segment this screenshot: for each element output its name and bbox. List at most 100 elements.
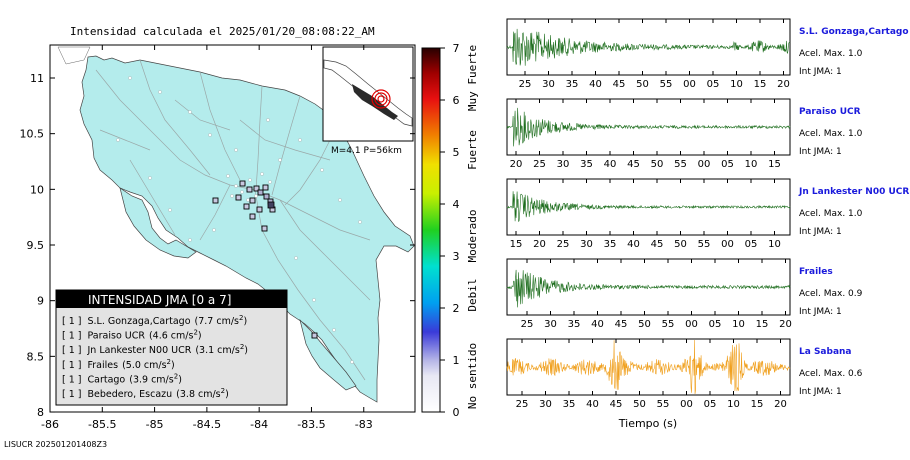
waveform-tick-label: 15 bbox=[754, 79, 767, 90]
waveform-tick-label: 20 bbox=[510, 159, 523, 170]
lat-tick-label: 10.5 bbox=[20, 128, 45, 141]
waveform-tick-label: 10 bbox=[727, 399, 740, 410]
waveform-tick-label: 50 bbox=[636, 79, 649, 90]
lon-tick-label: -83 bbox=[355, 418, 373, 431]
station-acel-max: Acel. Max. 0.9 bbox=[799, 289, 863, 299]
legend-row-bracket: [ 1 ] bbox=[62, 345, 82, 356]
legend-row-value: (3.1 cm/s bbox=[195, 345, 240, 356]
inset-map bbox=[322, 46, 414, 142]
lat-tick-label: 10 bbox=[30, 183, 44, 196]
waveform-tick-label: 15 bbox=[768, 159, 781, 170]
legend-row-sup: 2 bbox=[239, 314, 243, 322]
legend-header: INTENSIDAD JMA [0 a 7] bbox=[88, 293, 231, 307]
waveform-panel: 25 30 35 40 45 50 55 00 05 10 15 20 S.L. Gonzaga,Car… bbox=[506, 18, 909, 90]
waveform-frame bbox=[506, 98, 791, 156]
legend-row-close: ) bbox=[178, 374, 182, 385]
waveform-trace bbox=[506, 269, 791, 308]
waveform-tick-label: 15 bbox=[756, 319, 769, 330]
waveform-tick-label: 40 bbox=[589, 79, 602, 90]
legend-row-bracket: [ 1 ] bbox=[62, 360, 82, 371]
station-markers bbox=[212, 180, 318, 339]
waveform-trace bbox=[506, 191, 791, 223]
waveform-trace bbox=[506, 339, 791, 395]
legend-rows: [ 1 ] S.L. Gonzaga,Cartago (7.7 cm/s2)[ 1 … bbox=[62, 314, 248, 400]
legend-row-sup: 2 bbox=[221, 387, 225, 395]
waveform-tick-label: 25 bbox=[519, 79, 532, 90]
waveform-tick-label: 15 bbox=[510, 239, 523, 250]
waveform-tick-label: 20 bbox=[777, 79, 790, 90]
town-markers bbox=[116, 76, 362, 364]
waveform-tick-label: 30 bbox=[557, 159, 570, 170]
legend-row: [ 1 ] Paraiso UCR (4.6 cm/s2) bbox=[62, 329, 202, 342]
lon-tick-label: -83.5 bbox=[297, 418, 325, 431]
legend-row-station: S.L. Gonzaga,Cartago bbox=[88, 316, 191, 327]
station-acel-max: Acel. Max. 1.0 bbox=[799, 209, 863, 219]
waveform-tick-label: 05 bbox=[745, 239, 758, 250]
lat-tick-label: 8.5 bbox=[27, 350, 45, 363]
waveform-tick-label: 00 bbox=[680, 399, 693, 410]
colorbar-tick-label: 1 bbox=[453, 354, 460, 367]
legend-row: [ 1 ] Frailes (5.0 cm/s2) bbox=[62, 358, 175, 371]
legend-row-bracket: [ 1 ] bbox=[62, 374, 82, 385]
lon-tick-label: -85 bbox=[146, 418, 164, 431]
waveform-tick-label: 20 bbox=[779, 319, 792, 330]
waveform-tick-label: 30 bbox=[542, 79, 555, 90]
waveform-tick-label: 40 bbox=[586, 399, 599, 410]
legend-row-station: Bebedero, Escazu bbox=[88, 389, 173, 400]
waveform-tick-label: 40 bbox=[627, 239, 640, 250]
map-panel: M=4.1 P=56km INTENSIDAD JMA [0 a 7] [ 1 … bbox=[20, 44, 416, 431]
station-acel-max: Acel. Max. 1.0 bbox=[799, 129, 863, 139]
waveform-trace bbox=[506, 28, 791, 66]
legend-row: [ 1 ] Jn Lankester N00 UCR (3.1 cm/s2) bbox=[62, 343, 248, 356]
waveform-panels: 25 30 35 40 45 50 55 00 05 10 15 20 S.L. Gonzaga,Car… bbox=[506, 18, 909, 410]
legend-row-station: Paraiso UCR bbox=[88, 331, 146, 342]
waveform-tick-label: 35 bbox=[568, 319, 581, 330]
waveform-tick-label: 10 bbox=[732, 319, 745, 330]
legend-row: [ 1 ] Bebedero, Escazu (3.8 cm/s2) bbox=[62, 387, 229, 400]
waveform-tick-label: 35 bbox=[604, 239, 617, 250]
waveform-tick-label: 55 bbox=[674, 159, 687, 170]
colorbar-tick-label: 5 bbox=[453, 146, 460, 159]
waveform-tick-label: 50 bbox=[651, 159, 664, 170]
colorbar-tick-label: 7 bbox=[453, 42, 460, 55]
lat-tick-label: 9.5 bbox=[27, 239, 45, 252]
waveform-tick-label: 35 bbox=[566, 79, 579, 90]
costa-rica-land bbox=[79, 55, 415, 403]
legend-row-value: (3.8 cm/s bbox=[176, 389, 221, 400]
legend-row-value: (3.9 cm/s bbox=[129, 374, 174, 385]
lon-tick-label: -86 bbox=[41, 418, 59, 431]
legend-row-value: (4.6 cm/s bbox=[149, 331, 194, 342]
legend-row-value: (5.0 cm/s bbox=[122, 360, 167, 371]
legend-row-station: Frailes bbox=[88, 360, 119, 371]
colorbar: 7 6 5 4 3 2 1 0 Muy Fuerte Fuerte Moderado Debil No… bbox=[421, 42, 479, 419]
station-name: Jn Lankester N00 UCR bbox=[798, 187, 909, 197]
legend-row-sup: 2 bbox=[167, 358, 171, 366]
waveform-tick-label: 55 bbox=[660, 79, 673, 90]
station-acel-max: Acel. Max. 0.6 bbox=[799, 369, 863, 379]
waveform-tick-label: 00 bbox=[721, 239, 734, 250]
waveform-panel: 15 20 25 30 35 40 45 50 55 00 05 10 Jn Lankester N00… bbox=[506, 178, 909, 250]
legend-row-bracket: [ 1 ] bbox=[62, 389, 82, 400]
colorbar-tick-label: 3 bbox=[453, 250, 460, 263]
waveform-tick-label: 05 bbox=[721, 159, 734, 170]
waveform-tick-label: 35 bbox=[580, 159, 593, 170]
legend-row-station: Jn Lankester N00 UCR bbox=[87, 345, 192, 356]
waveform-tick-label: 05 bbox=[707, 79, 720, 90]
waveform-tick-label: 50 bbox=[674, 239, 687, 250]
colorbar-tick-label: 2 bbox=[453, 302, 460, 315]
colorbar-tick-label: 6 bbox=[453, 94, 460, 107]
lat-tick-label: 9 bbox=[37, 295, 44, 308]
colorbar-category-label: Debil bbox=[466, 278, 479, 311]
station-int-jma: Int JMA: 1 bbox=[799, 387, 842, 397]
waveform-tick-label: 10 bbox=[730, 79, 743, 90]
waveform-tick-label: 45 bbox=[615, 319, 628, 330]
lon-tick-label: -84 bbox=[250, 418, 268, 431]
colorbar-category-label: Muy Fuerte bbox=[466, 45, 479, 111]
waveform-tick-label: 45 bbox=[627, 159, 640, 170]
waveform-tick-label: 30 bbox=[544, 319, 557, 330]
map-axes: -86 -85.5 -85 -84.5 -84 -83.5 -83 11 10.5 10 9.5 9 8… bbox=[20, 45, 415, 431]
legend-row-close: ) bbox=[171, 360, 175, 371]
station-int-jma: Int JMA: 1 bbox=[799, 307, 842, 317]
waveform-tick-label: 30 bbox=[580, 239, 593, 250]
